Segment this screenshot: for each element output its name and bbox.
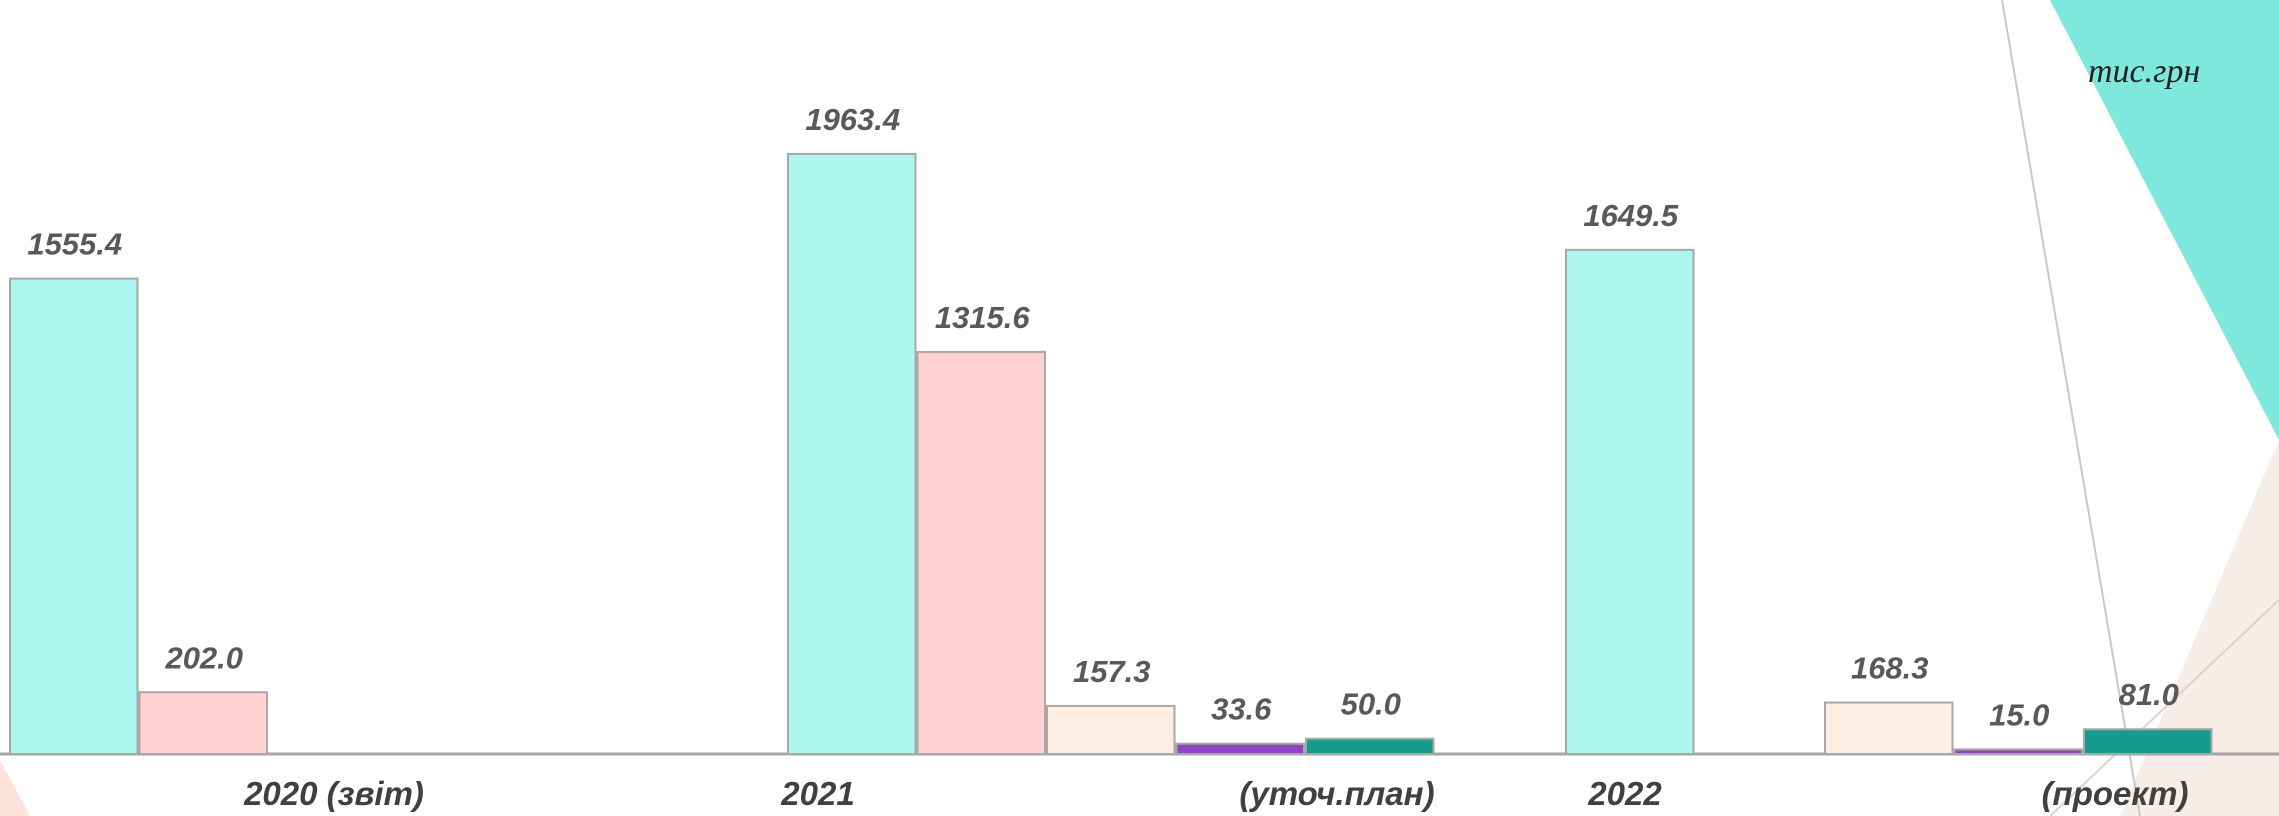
value-label: 1649.5 [1583, 198, 1679, 233]
value-label: 1315.6 [935, 300, 1031, 335]
x-tick-label: 2021 [780, 775, 854, 812]
x-tick-note: (проект) [2042, 775, 2189, 812]
value-label: 157.3 [1073, 654, 1151, 689]
value-label: 15.0 [1989, 697, 2049, 732]
bar [1047, 706, 1175, 754]
x-tick-label: 2020 (звіт) [243, 775, 424, 812]
bar [2084, 729, 2212, 754]
chart: тис.грн 1555.4 1963.4 1649.5 202.0 1315.6 157… [0, 0, 2279, 816]
value-label: 33.6 [1211, 692, 1272, 727]
bar [140, 692, 268, 754]
bar [918, 352, 1046, 754]
bar [10, 279, 138, 754]
bar [1306, 739, 1434, 754]
value-label: 50.0 [1341, 687, 1401, 722]
x-tick-label: 2022 [1587, 775, 1662, 812]
decoration [0, 760, 30, 816]
value-label: 1963.4 [805, 102, 900, 137]
bar [1825, 703, 1953, 754]
decoration [2120, 440, 2279, 816]
value-label: 202.0 [164, 640, 243, 675]
bar [1566, 250, 1694, 754]
bar [1177, 744, 1305, 754]
value-label: 81.0 [2119, 677, 2179, 712]
x-tick-note: (уточ.план) [1239, 775, 1434, 812]
value-label: 168.3 [1851, 651, 1929, 686]
bar [1955, 749, 2083, 754]
unit-label: тис.грн [2088, 53, 2200, 90]
bar [788, 154, 916, 754]
value-label: 1555.4 [27, 227, 122, 262]
